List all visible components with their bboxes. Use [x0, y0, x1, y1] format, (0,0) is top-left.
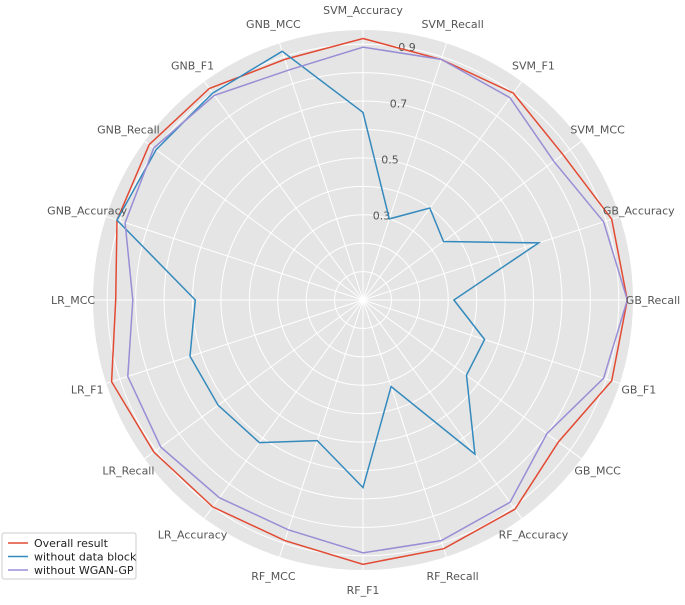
axis-label: GB_Recall	[626, 294, 680, 307]
axis-label: SVM_MCC	[570, 124, 625, 137]
axis-labels: SVM_Accuracy SVM_Recall SVM_F1 SVM_MCC GB_Ac…	[47, 4, 680, 597]
spoke	[362, 81, 523, 301]
spoke	[144, 299, 364, 460]
spoke	[106, 216, 364, 301]
legend-entry: Overall result	[34, 537, 109, 550]
spoke	[279, 43, 364, 301]
axis-label: GNB_Accuracy	[47, 204, 128, 217]
axis-label: RF_Accuracy	[499, 529, 569, 542]
axis-label: SVM_Recall	[421, 18, 483, 31]
spoke	[362, 43, 447, 301]
axis-label: GNB_MCC	[246, 18, 301, 31]
spoke	[362, 299, 582, 460]
radial-tick-label: 0.3	[373, 210, 391, 223]
axis-label: LR_Recall	[102, 464, 154, 477]
legend-entry: without data block	[34, 551, 137, 564]
spoke	[144, 140, 364, 301]
axis-label: GB_MCC	[574, 464, 621, 477]
axis-label: LR_MCC	[51, 294, 95, 307]
spoke	[362, 216, 620, 301]
series-line-0	[110, 37, 629, 566]
series-line-1	[116, 50, 542, 490]
axis-label: GB_Accuracy	[603, 204, 675, 217]
axis-label: GNB_Recall	[97, 124, 160, 137]
axis-label: SVM_Accuracy	[323, 4, 403, 17]
axis-label: RF_Recall	[426, 570, 478, 583]
radial-tick-label: 0.7	[390, 97, 408, 110]
series-lines	[110, 37, 629, 566]
spoke	[279, 299, 364, 557]
axis-label: SVM_F1	[512, 59, 555, 72]
legend-box	[1, 532, 137, 580]
axis-label: RF_MCC	[251, 570, 296, 583]
axis-label: GNB_F1	[171, 59, 214, 72]
series-line-2	[124, 46, 629, 554]
spoke	[362, 299, 620, 384]
spokes	[93, 30, 633, 570]
axis-label: LR_F1	[71, 384, 104, 397]
spoke	[106, 299, 364, 384]
spoke	[203, 81, 364, 301]
legend-entry: without WGAN-GP	[34, 564, 134, 577]
axis-label: LR_Accuracy	[158, 529, 228, 542]
axis-label: RF_F1	[347, 584, 380, 597]
radial-tick-label: 0.5	[381, 153, 399, 166]
spoke	[362, 299, 523, 519]
spoke	[362, 140, 582, 301]
spoke	[362, 299, 447, 557]
spoke	[203, 299, 364, 519]
axis-label: GB_F1	[621, 384, 656, 397]
